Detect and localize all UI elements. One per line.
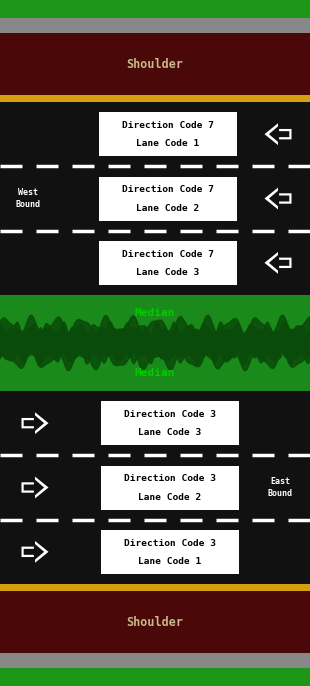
Polygon shape [24, 543, 44, 560]
Polygon shape [269, 254, 289, 272]
Bar [0, 18, 310, 33]
Text: West
Bound: West Bound [16, 188, 41, 209]
Bar [0, 668, 310, 686]
Text: Lane Code 3: Lane Code 3 [138, 428, 202, 438]
Text: Lane Code 1: Lane Code 1 [138, 557, 202, 566]
FancyBboxPatch shape [101, 530, 239, 573]
FancyBboxPatch shape [101, 401, 239, 445]
Text: Lane Code 3: Lane Code 3 [136, 268, 200, 277]
Bar [0, 584, 310, 591]
Bar [0, 95, 310, 102]
FancyBboxPatch shape [99, 176, 237, 220]
Polygon shape [264, 252, 291, 274]
Text: Lane Code 2: Lane Code 2 [136, 204, 200, 213]
Bar [0, 591, 310, 653]
FancyBboxPatch shape [101, 466, 239, 510]
Bar [0, 0, 310, 18]
Bar [0, 295, 310, 391]
Text: Direction Code 7: Direction Code 7 [122, 121, 214, 130]
FancyBboxPatch shape [99, 241, 237, 285]
Polygon shape [24, 479, 44, 496]
Text: Direction Code 3: Direction Code 3 [124, 474, 216, 483]
Polygon shape [21, 541, 49, 563]
Text: Direction Code 7: Direction Code 7 [122, 250, 214, 259]
Polygon shape [21, 412, 49, 434]
Bar [0, 391, 310, 584]
FancyBboxPatch shape [99, 113, 237, 156]
Polygon shape [269, 190, 289, 207]
Text: Shoulder: Shoulder [126, 615, 184, 628]
Polygon shape [24, 414, 44, 432]
Text: Direction Code 3: Direction Code 3 [124, 539, 216, 547]
Text: Median: Median [135, 308, 175, 318]
Text: Shoulder: Shoulder [126, 58, 184, 71]
Text: Direction Code 3: Direction Code 3 [124, 410, 216, 419]
Polygon shape [21, 477, 49, 499]
Polygon shape [269, 126, 289, 143]
Bar [0, 33, 310, 95]
Bar [0, 653, 310, 668]
Text: Lane Code 1: Lane Code 1 [136, 139, 200, 148]
Text: Direction Code 7: Direction Code 7 [122, 185, 214, 194]
Text: Median: Median [135, 368, 175, 378]
Text: East
Bound: East Bound [268, 477, 293, 498]
Polygon shape [264, 187, 291, 209]
Bar [0, 102, 310, 295]
Text: Lane Code 2: Lane Code 2 [138, 493, 202, 501]
Polygon shape [264, 123, 291, 145]
